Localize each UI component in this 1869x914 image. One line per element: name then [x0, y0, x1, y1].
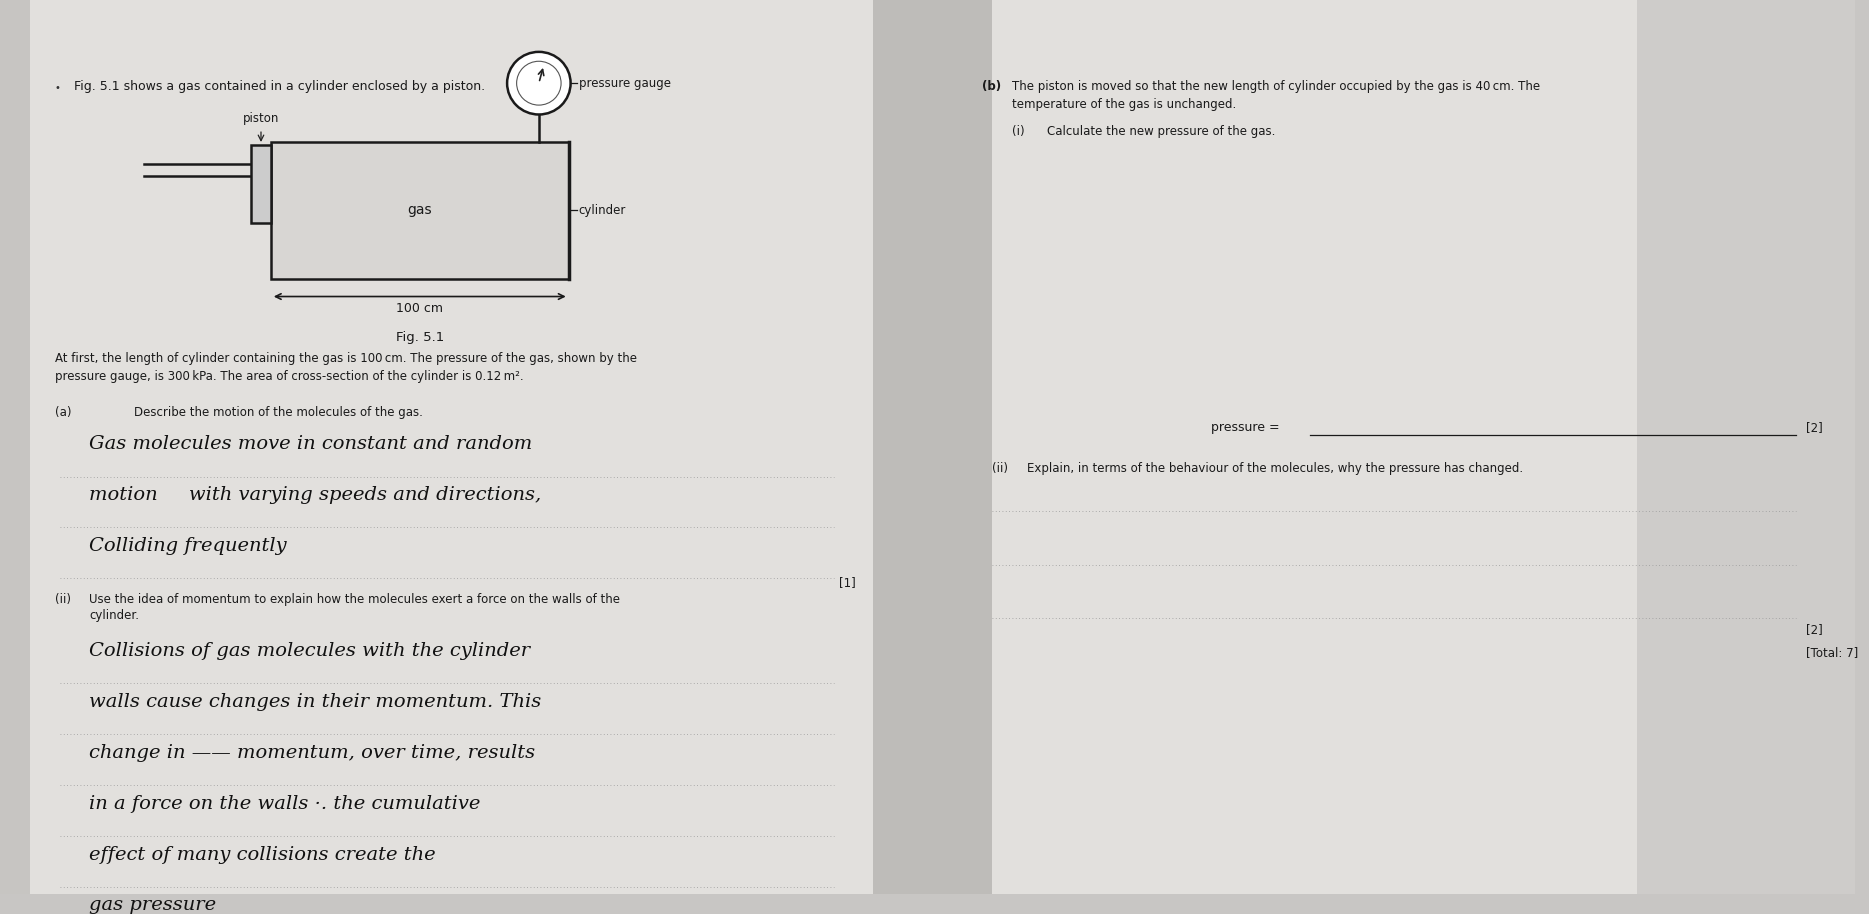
Text: Colliding frequently: Colliding frequently [90, 537, 288, 556]
Text: (a): (a) [54, 406, 71, 420]
Text: Fig. 5.1: Fig. 5.1 [396, 331, 445, 344]
Text: [1]: [1] [839, 577, 856, 590]
Text: Collisions of gas molecules with the cylinder: Collisions of gas molecules with the cyl… [90, 642, 531, 660]
Text: (b): (b) [983, 80, 1002, 93]
Text: gas pressure: gas pressure [90, 897, 217, 914]
Text: Gas molecules move in constant and random: Gas molecules move in constant and rando… [90, 435, 533, 453]
Text: The piston is moved so that the new length of cylinder occupied by the gas is 40: The piston is moved so that the new leng… [1013, 80, 1540, 93]
Bar [1637, 0, 1854, 895]
Text: gas: gas [407, 204, 432, 218]
Text: At first, the length of cylinder containing the gas is 100 cm. The pressure of t: At first, the length of cylinder contain… [54, 352, 637, 383]
Text: [2]: [2] [1805, 623, 1822, 636]
Text: cylinder: cylinder [579, 204, 626, 217]
Text: Use the idea of momentum to explain how the molecules exert a force on the walls: Use the idea of momentum to explain how … [90, 593, 621, 606]
Text: pressure gauge: pressure gauge [579, 77, 671, 90]
Text: change in —— momentum, over time, results: change in —— momentum, over time, result… [90, 744, 535, 761]
Circle shape [506, 52, 570, 114]
Text: [Total: 7]: [Total: 7] [1805, 646, 1858, 659]
Text: (ii): (ii) [992, 462, 1009, 475]
Text: •: • [54, 83, 60, 93]
Bar [271, 142, 568, 279]
Text: effect of many collisions create the: effect of many collisions create the [90, 845, 435, 864]
Text: 100 cm: 100 cm [396, 303, 443, 315]
Text: walls cause changes in their momentum. This: walls cause changes in their momentum. T… [90, 693, 542, 711]
Text: (ii): (ii) [54, 593, 71, 606]
Text: pressure =: pressure = [1211, 420, 1284, 434]
Text: Fig. 5.1 shows a gas contained in a cylinder enclosed by a piston.: Fig. 5.1 shows a gas contained in a cyli… [75, 80, 486, 93]
Text: temperature of the gas is unchanged.: temperature of the gas is unchanged. [1013, 98, 1237, 111]
Text: [2]: [2] [1805, 420, 1822, 434]
Text: Calculate the new pressure of the gas.: Calculate the new pressure of the gas. [1047, 125, 1275, 138]
Text: in a force on the walls ·. the cumulative: in a force on the walls ·. the cumulativ… [90, 794, 480, 813]
Text: cylinder.: cylinder. [90, 609, 140, 622]
Text: Describe the motion of the molecules of the gas.: Describe the motion of the molecules of … [135, 406, 422, 420]
Bar [873, 0, 992, 895]
Text: (i): (i) [1013, 125, 1024, 138]
Text: Explain, in terms of the behaviour of the molecules, why the pressure has change: Explain, in terms of the behaviour of th… [1028, 462, 1523, 475]
Bar [250, 144, 271, 223]
Text: piston: piston [243, 112, 278, 125]
Bar [0, 0, 30, 895]
Text: motion     with varying speeds and directions,: motion with varying speeds and direction… [90, 486, 542, 505]
